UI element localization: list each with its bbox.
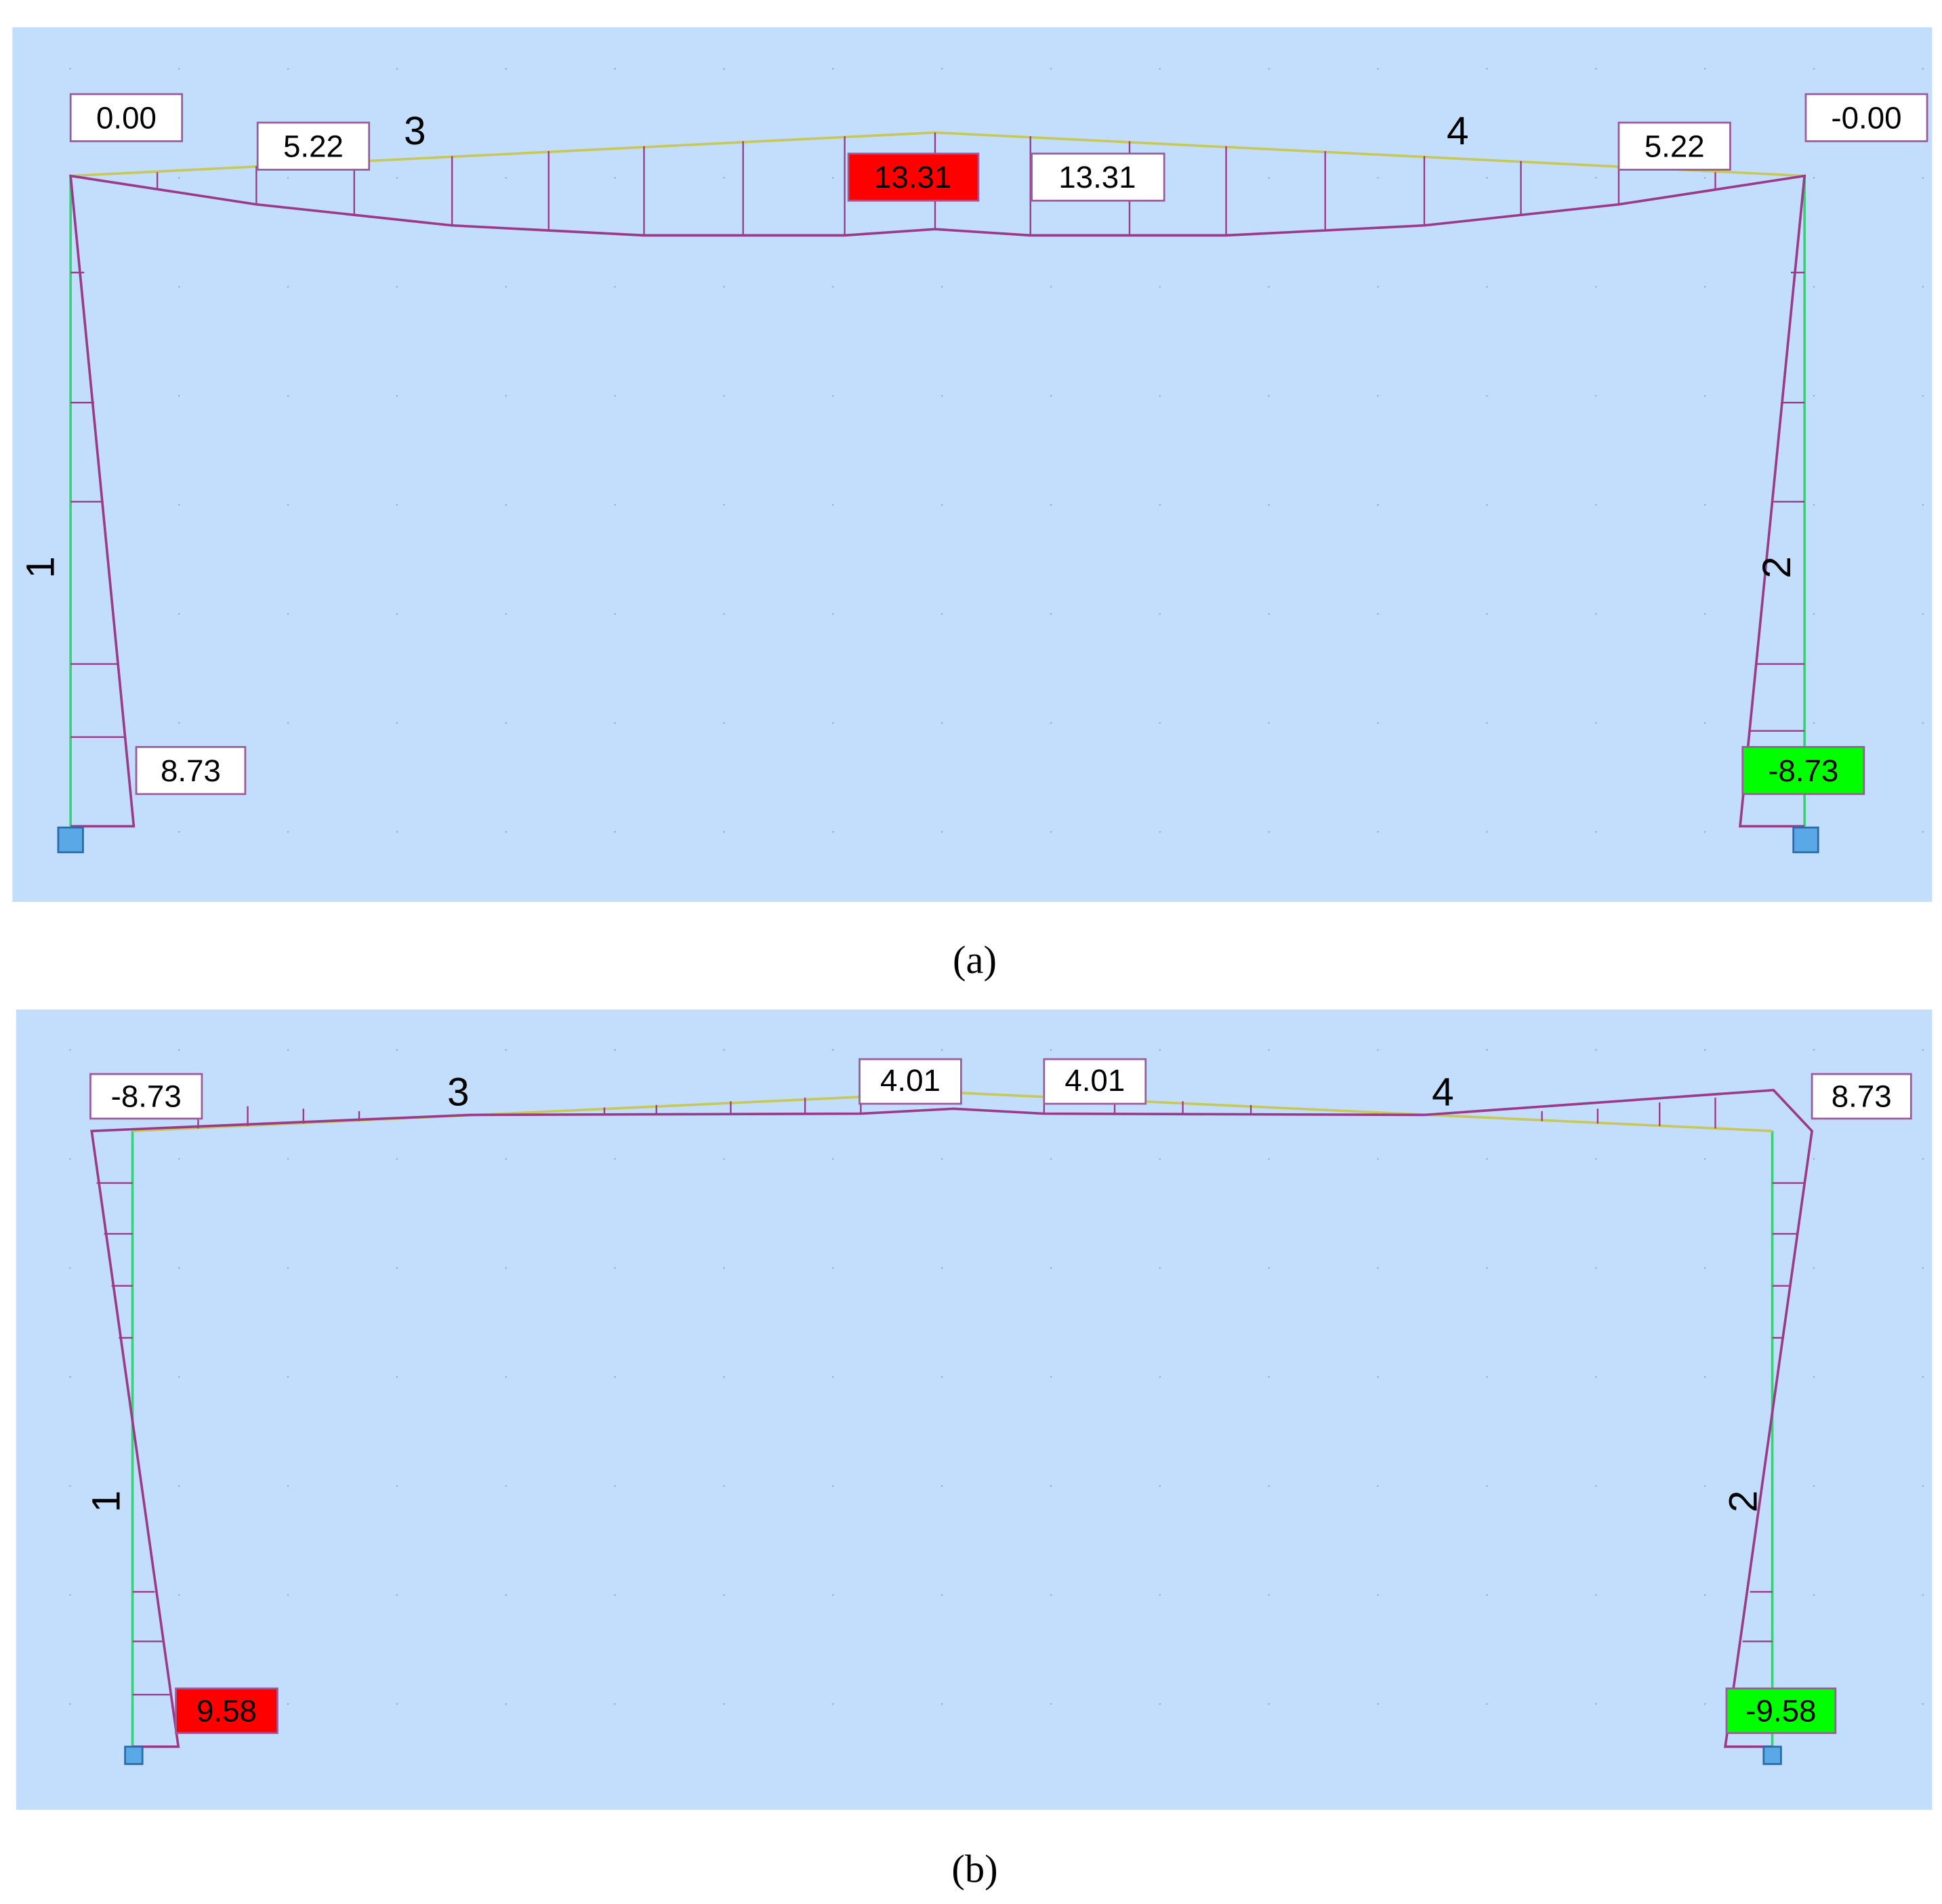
- label-box: [1804, 93, 1928, 142]
- moment-label: 0.00: [96, 100, 157, 135]
- member-number: 2: [1722, 1491, 1766, 1513]
- moment-label: 5.22: [283, 129, 344, 163]
- label-box: [256, 121, 371, 171]
- member-number: 4: [1432, 1071, 1454, 1115]
- moment-label: 4.01: [880, 1063, 941, 1098]
- member-number: 3: [404, 109, 426, 153]
- member-number: 4: [1447, 109, 1469, 153]
- support: [124, 1745, 144, 1765]
- label-box: [859, 1058, 962, 1105]
- moment-label: 5.22: [1645, 129, 1705, 163]
- label-box: [1617, 121, 1731, 171]
- moment-label: 8.73: [1832, 1079, 1892, 1114]
- grid-dots: [16, 1010, 1933, 1810]
- member-number: 3: [447, 1071, 470, 1115]
- label-box: [1043, 1058, 1147, 1105]
- moment-diagram: [69, 174, 1806, 828]
- caption: (b): [951, 1847, 997, 1891]
- moment-label: 13.31: [1058, 160, 1136, 194]
- moment-label: -9.58: [1745, 1694, 1816, 1729]
- label-box: [175, 1687, 278, 1735]
- panel-a: 1 2 3 4 0.00 5.22 13.31 13.31 5.22 -0.00…: [12, 27, 1933, 982]
- moment-label: -8.73: [111, 1079, 182, 1114]
- member-number: 1: [84, 1491, 128, 1513]
- label-box: [1031, 152, 1165, 202]
- moment-label: -8.73: [1768, 753, 1838, 788]
- member-number: 1: [18, 556, 62, 579]
- label-box: [1741, 746, 1865, 795]
- label-box: [89, 1073, 203, 1120]
- support: [1762, 1745, 1782, 1765]
- moment-diagram: [90, 1088, 1814, 1748]
- label-box: [1811, 1073, 1912, 1120]
- moment-label: 9.58: [197, 1694, 257, 1729]
- moment-label: 4.01: [1065, 1063, 1125, 1098]
- moment-label: 13.31: [874, 160, 951, 194]
- moment-label: -0.00: [1831, 100, 1901, 135]
- label-box: [847, 152, 980, 202]
- support: [1792, 826, 1819, 854]
- label-box: [135, 746, 247, 795]
- label-box: [69, 93, 184, 142]
- caption: (a): [953, 938, 997, 982]
- member-number: 2: [1755, 556, 1799, 579]
- panel-b: 1 2 3 4 -8.73 4.01 4.01 8.73 9.58 -9.58 …: [16, 1010, 1933, 1891]
- moment-label: 8.73: [161, 753, 221, 788]
- support: [57, 826, 84, 854]
- label-box: [1725, 1687, 1837, 1735]
